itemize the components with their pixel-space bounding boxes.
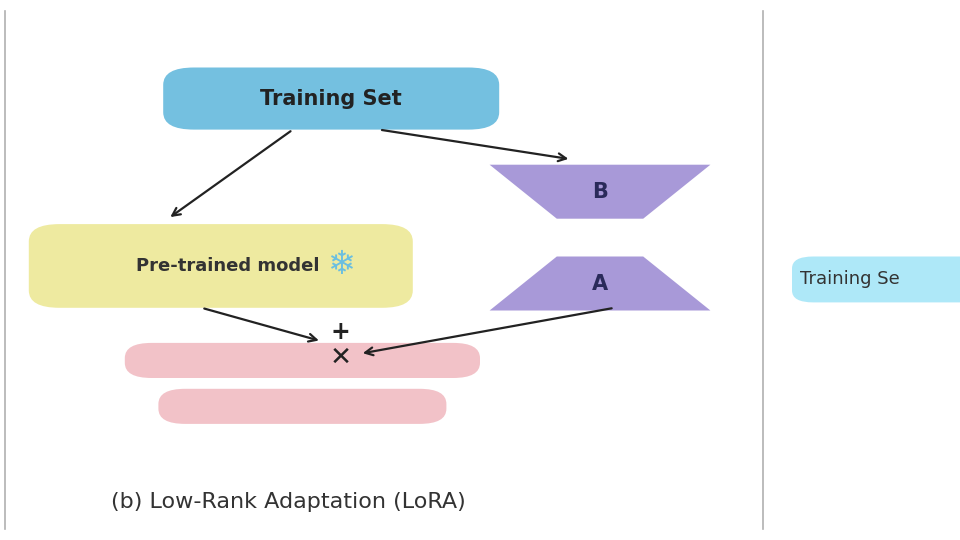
Text: (b) Low-Rank Adaptation (LoRA): (b) Low-Rank Adaptation (LoRA) <box>110 492 466 512</box>
FancyBboxPatch shape <box>125 343 480 378</box>
Text: ❄: ❄ <box>326 248 355 281</box>
Text: Training Se: Training Se <box>800 271 900 288</box>
FancyBboxPatch shape <box>163 68 499 130</box>
Text: +: + <box>331 320 350 344</box>
FancyBboxPatch shape <box>792 256 960 302</box>
Text: Pre-trained model: Pre-trained model <box>136 257 320 275</box>
Text: Training Set: Training Set <box>260 89 402 109</box>
Polygon shape <box>490 165 710 219</box>
FancyBboxPatch shape <box>158 389 446 424</box>
Text: ✕: ✕ <box>329 345 352 370</box>
Text: A: A <box>592 273 608 294</box>
FancyBboxPatch shape <box>29 224 413 308</box>
Text: B: B <box>592 181 608 202</box>
Polygon shape <box>490 256 710 310</box>
